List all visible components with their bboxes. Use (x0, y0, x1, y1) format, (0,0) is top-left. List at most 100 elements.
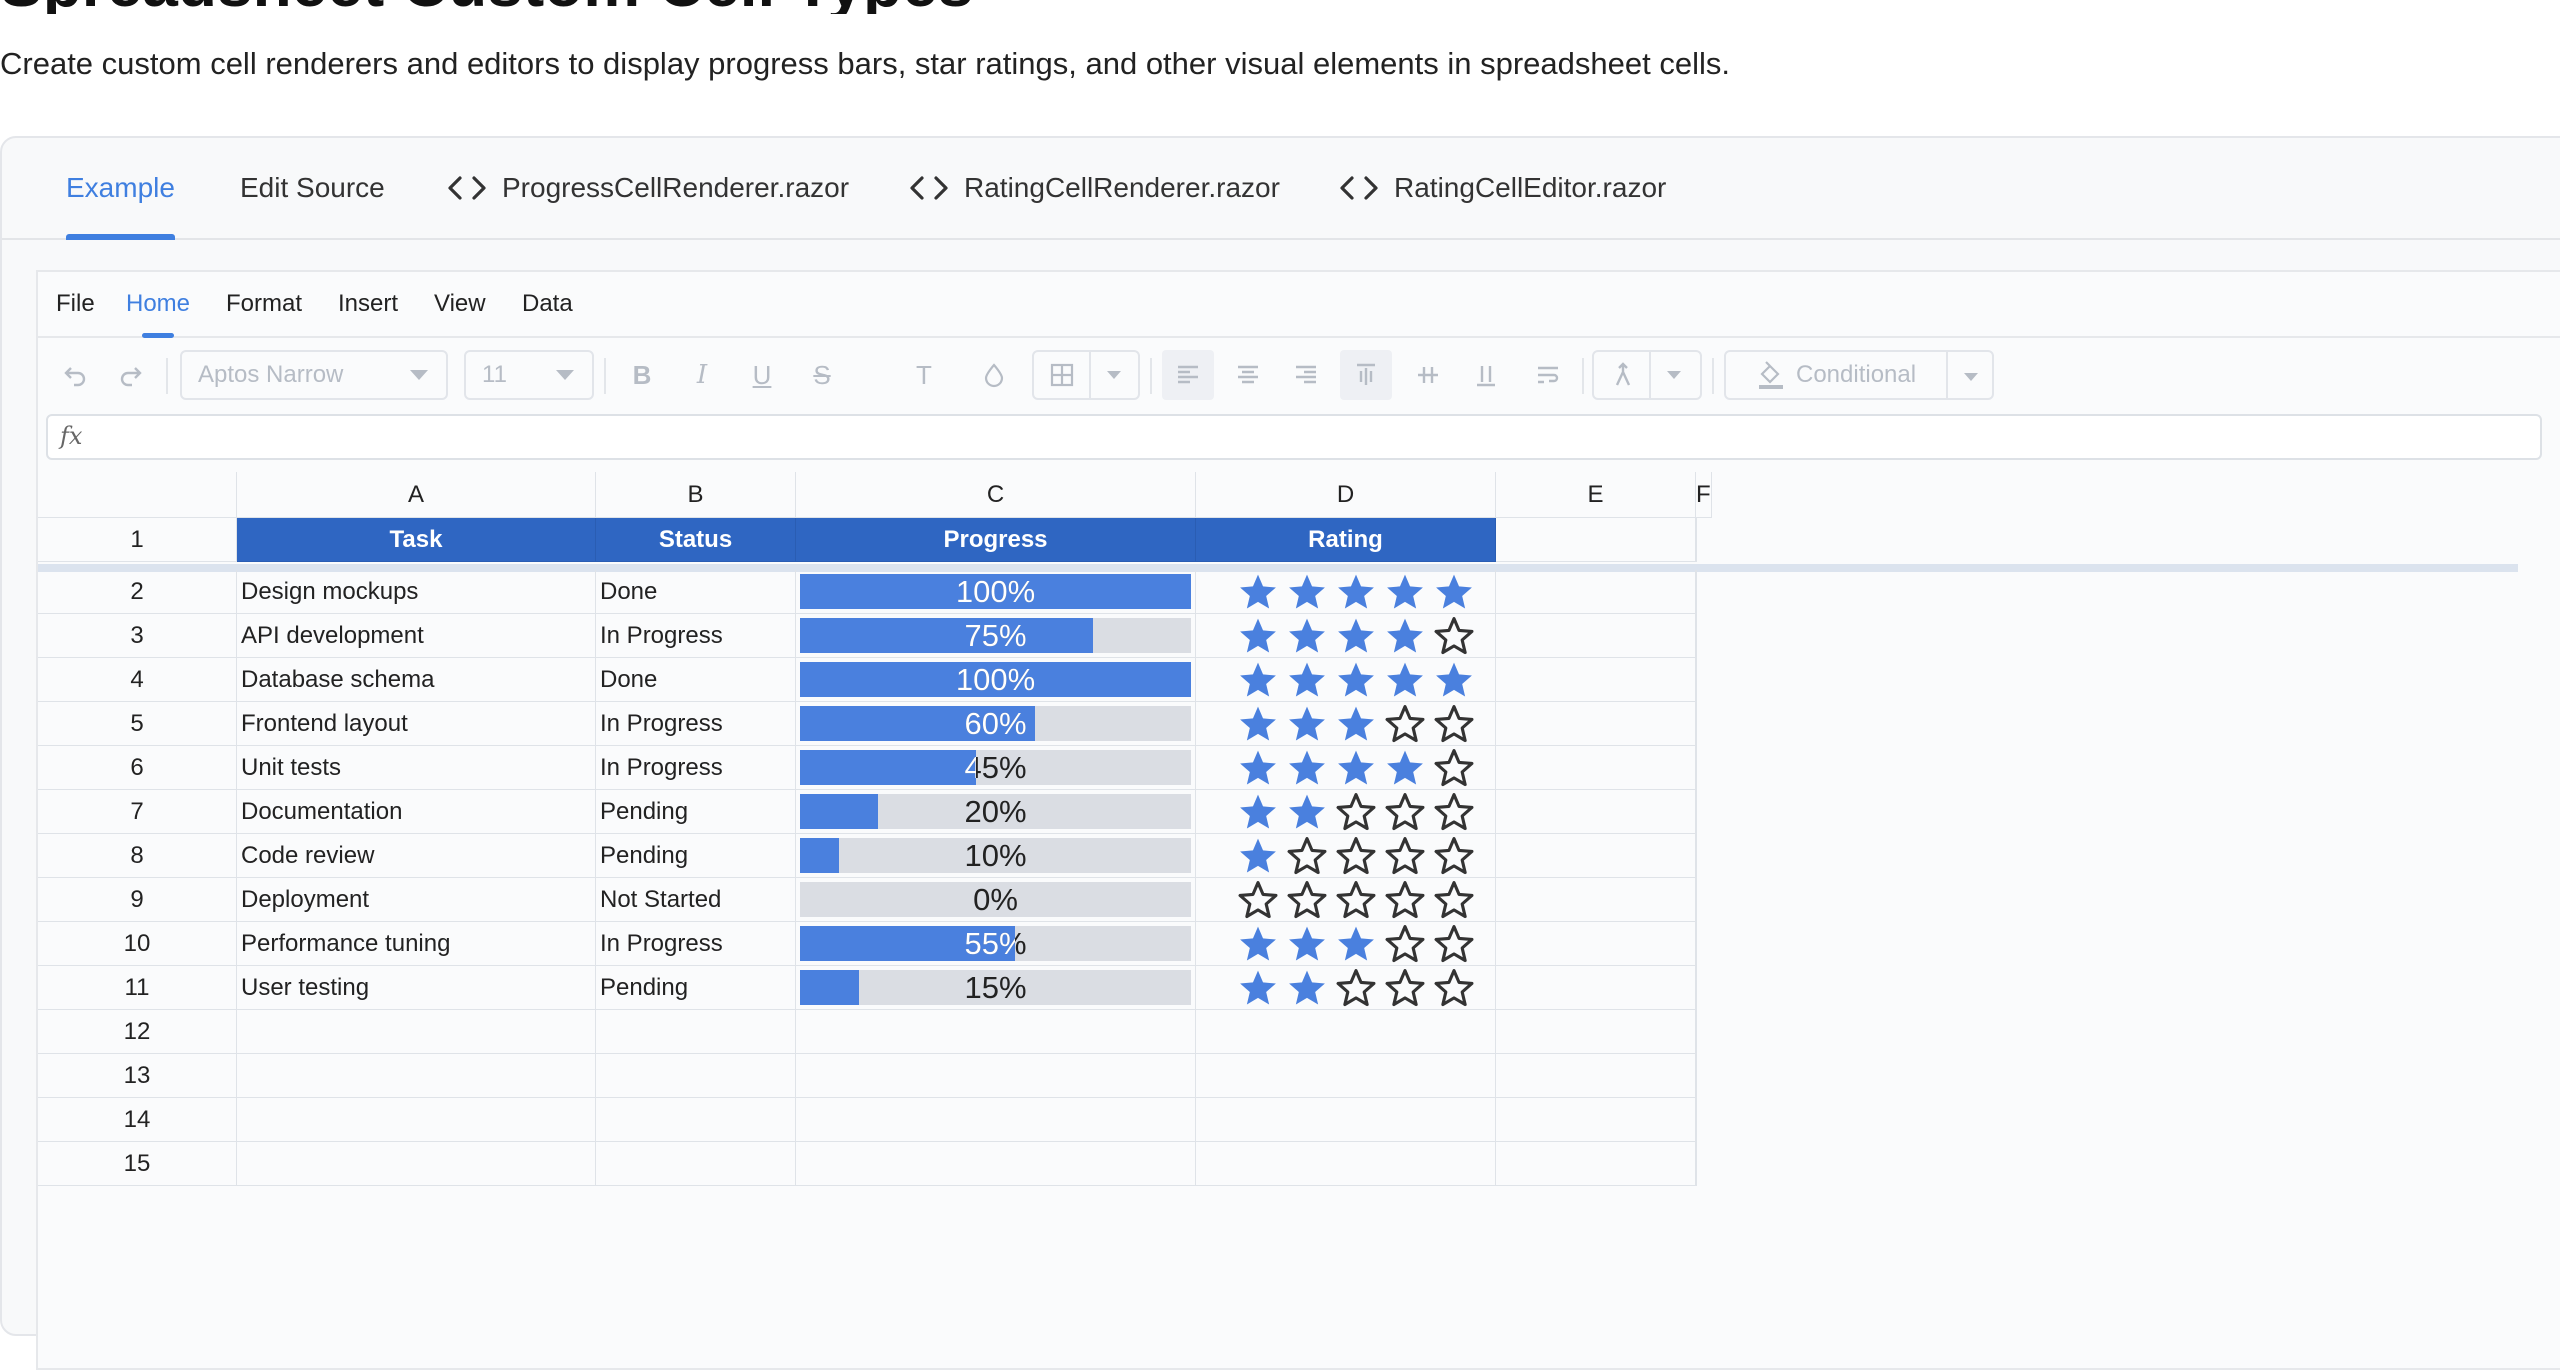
tab-edit-source[interactable]: Edit Source (240, 138, 385, 238)
font-family-select[interactable]: Aptos Narrow (180, 350, 448, 400)
wrap-text-button[interactable] (1524, 350, 1572, 400)
column-header-a[interactable]: A (237, 472, 596, 518)
task-cell[interactable]: Deployment (237, 878, 596, 922)
empty-cell[interactable] (1696, 1098, 1697, 1142)
row-header[interactable]: 3 (38, 614, 237, 658)
header-cell-task[interactable]: Task (237, 518, 596, 562)
progress-cell[interactable]: 55% 55% (796, 922, 1196, 966)
status-cell[interactable]: Done (596, 570, 796, 614)
formula-bar[interactable]: fx (46, 414, 2542, 460)
row-header[interactable]: 7 (38, 790, 237, 834)
rating-cell[interactable] (1196, 790, 1496, 834)
progress-cell[interactable]: 60% 60% (796, 702, 1196, 746)
align-middle-button[interactable] (1404, 350, 1452, 400)
rating-cell[interactable] (1196, 658, 1496, 702)
empty-cell[interactable] (1496, 746, 1696, 790)
empty-cell[interactable] (796, 1010, 1196, 1054)
empty-cell[interactable] (1696, 922, 1697, 966)
empty-cell[interactable] (1696, 1142, 1697, 1186)
redo-button[interactable] (110, 350, 150, 400)
fill-color-button[interactable] (972, 350, 1016, 400)
rating-cell[interactable] (1196, 702, 1496, 746)
menu-file[interactable]: File (56, 272, 95, 336)
menu-insert[interactable]: Insert (338, 272, 398, 336)
status-cell[interactable]: Pending (596, 966, 796, 1010)
row-header[interactable]: 8 (38, 834, 237, 878)
status-cell[interactable]: In Progress (596, 614, 796, 658)
status-cell[interactable]: Pending (596, 790, 796, 834)
empty-cell[interactable] (1696, 702, 1697, 746)
empty-cell[interactable] (1696, 746, 1697, 790)
align-right-button[interactable] (1282, 350, 1330, 400)
task-cell[interactable]: Performance tuning (237, 922, 596, 966)
task-cell[interactable]: API development (237, 614, 596, 658)
empty-cell[interactable] (1696, 570, 1697, 614)
empty-cell[interactable] (1696, 790, 1697, 834)
column-header-b[interactable]: B (596, 472, 796, 518)
row-header[interactable]: 1 (38, 518, 237, 562)
empty-cell[interactable] (1696, 878, 1697, 922)
rating-cell[interactable] (1196, 746, 1496, 790)
empty-cell[interactable] (796, 1054, 1196, 1098)
align-center-button[interactable] (1224, 350, 1272, 400)
empty-cell[interactable] (1496, 834, 1696, 878)
empty-cell[interactable] (1696, 614, 1697, 658)
progress-cell[interactable]: 100% 100% (796, 570, 1196, 614)
empty-cell[interactable] (1196, 1142, 1496, 1186)
empty-cell[interactable] (1496, 518, 1696, 562)
progress-cell[interactable]: 0% 0% (796, 878, 1196, 922)
empty-cell[interactable] (1496, 614, 1696, 658)
empty-cell[interactable] (1696, 658, 1697, 702)
empty-cell[interactable] (1196, 1054, 1496, 1098)
bold-button[interactable]: B (620, 350, 664, 400)
empty-cell[interactable] (1196, 1010, 1496, 1054)
tab-rating-cell-renderer[interactable]: RatingCellRenderer.razor (908, 138, 1280, 238)
empty-cell[interactable] (1496, 1054, 1696, 1098)
tab-rating-cell-editor[interactable]: RatingCellEditor.razor (1338, 138, 1666, 238)
task-cell[interactable]: Code review (237, 834, 596, 878)
empty-cell[interactable] (237, 1098, 596, 1142)
strikethrough-button[interactable]: S (800, 350, 844, 400)
row-header[interactable]: 13 (38, 1054, 237, 1098)
empty-cell[interactable] (1696, 834, 1697, 878)
font-size-select[interactable]: 11 (464, 350, 594, 400)
empty-cell[interactable] (1496, 878, 1696, 922)
task-cell[interactable]: Design mockups (237, 570, 596, 614)
empty-cell[interactable] (1496, 790, 1696, 834)
empty-cell[interactable] (1496, 1142, 1696, 1186)
row-header[interactable]: 11 (38, 966, 237, 1010)
column-header-e[interactable]: E (1496, 472, 1696, 518)
empty-cell[interactable] (1696, 518, 1697, 562)
empty-cell[interactable] (1496, 702, 1696, 746)
empty-cell[interactable] (1696, 966, 1697, 1010)
progress-cell[interactable]: 75% 75% (796, 614, 1196, 658)
progress-cell[interactable]: 15% 15% (796, 966, 1196, 1010)
empty-cell[interactable] (1696, 1010, 1697, 1054)
align-left-button[interactable] (1162, 350, 1214, 400)
tab-progress-cell-renderer[interactable]: ProgressCellRenderer.razor (446, 138, 849, 238)
menu-home[interactable]: Home (126, 272, 190, 338)
empty-cell[interactable] (237, 1010, 596, 1054)
rating-cell[interactable] (1196, 922, 1496, 966)
header-cell-status[interactable]: Status (596, 518, 796, 562)
rating-cell[interactable] (1196, 878, 1496, 922)
empty-cell[interactable] (1496, 966, 1696, 1010)
empty-cell[interactable] (1496, 570, 1696, 614)
task-cell[interactable]: Documentation (237, 790, 596, 834)
column-header-f[interactable]: F (1696, 472, 1712, 518)
clear-format-button[interactable]: T (902, 350, 946, 400)
conditional-format-button[interactable]: Conditional (1724, 350, 1994, 400)
empty-cell[interactable] (1696, 1054, 1697, 1098)
undo-button[interactable] (56, 350, 96, 400)
row-header[interactable]: 15 (38, 1142, 237, 1186)
empty-cell[interactable] (1496, 658, 1696, 702)
menu-data[interactable]: Data (522, 272, 573, 336)
task-cell[interactable]: Unit tests (237, 746, 596, 790)
empty-cell[interactable] (796, 1142, 1196, 1186)
empty-cell[interactable] (1496, 1098, 1696, 1142)
empty-cell[interactable] (237, 1142, 596, 1186)
align-bottom-button[interactable] (1462, 350, 1510, 400)
menu-view[interactable]: View (434, 272, 486, 336)
rating-cell[interactable] (1196, 966, 1496, 1010)
empty-cell[interactable] (1496, 922, 1696, 966)
